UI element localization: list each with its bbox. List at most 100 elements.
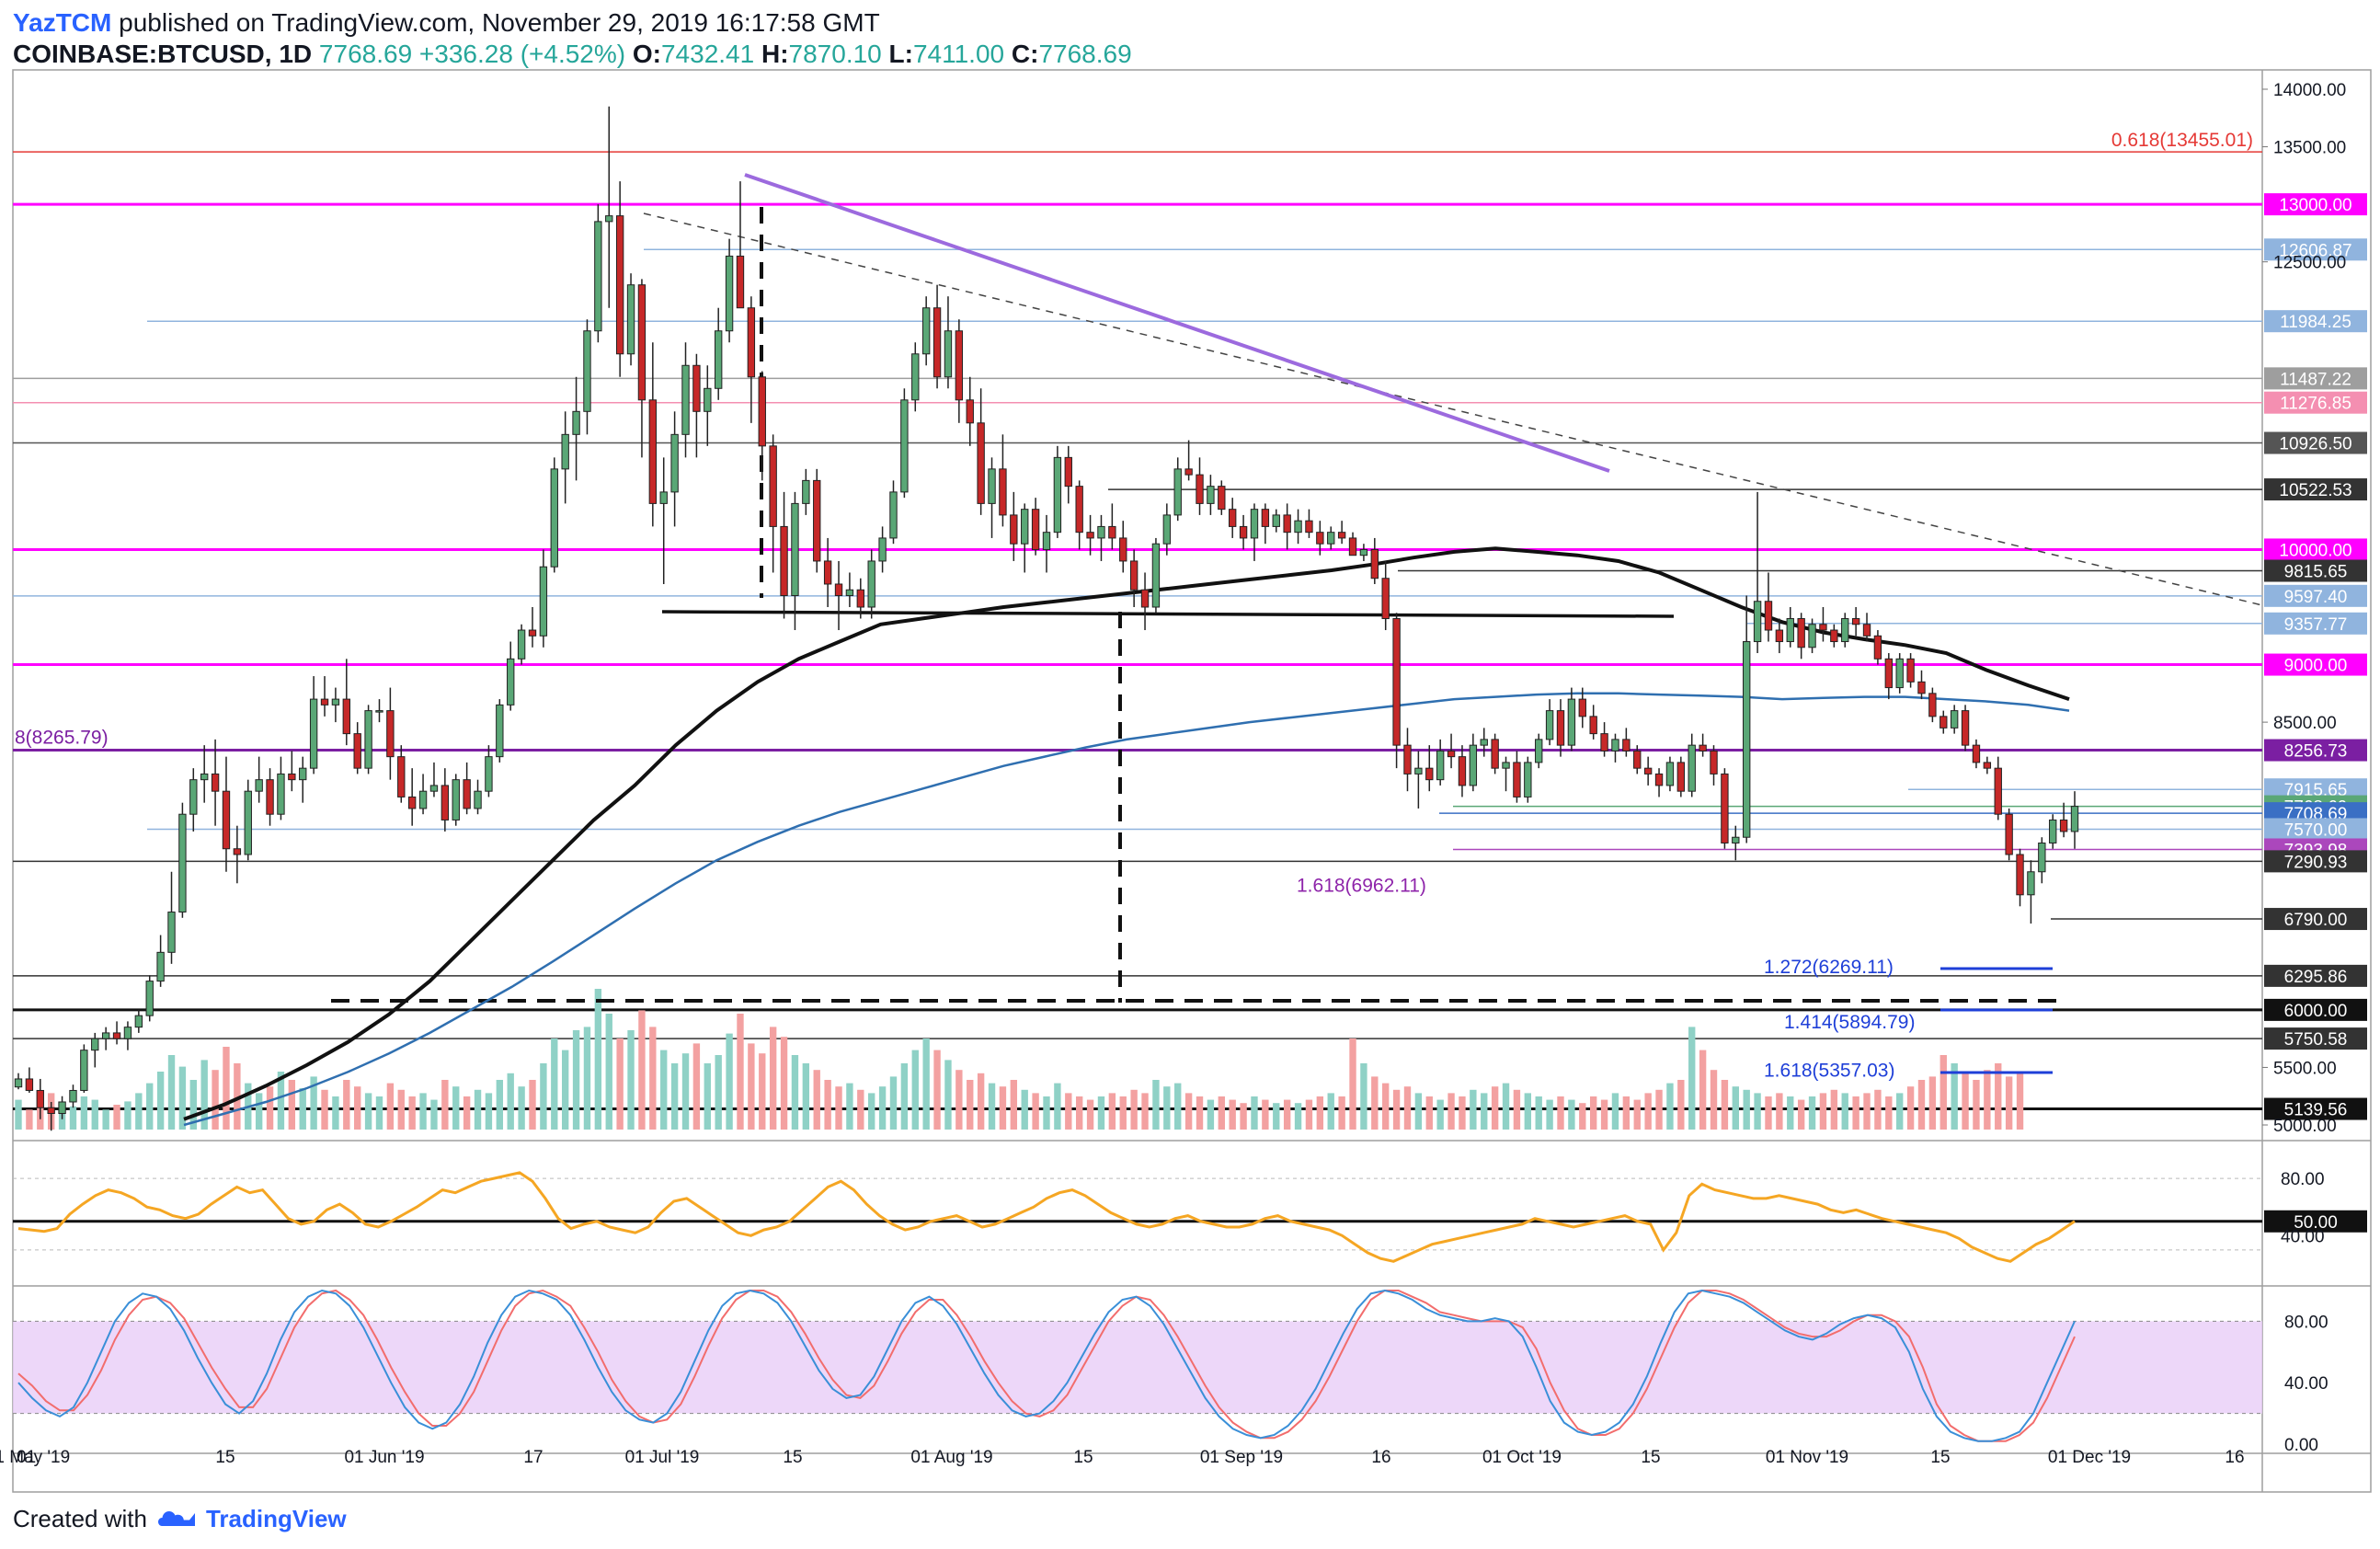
candle[interactable] [1021, 503, 1029, 573]
candle[interactable] [704, 365, 712, 446]
candle[interactable] [670, 411, 679, 527]
price-tag-3[interactable]: 11984.25 [2264, 310, 2367, 333]
candle[interactable] [1917, 670, 1926, 700]
candle[interactable] [528, 607, 537, 648]
candle[interactable] [1042, 514, 1051, 573]
candle[interactable] [1370, 537, 1379, 584]
price-tag-9[interactable]: 9815.65 [2264, 559, 2367, 582]
price-tag-6[interactable]: 10926.50 [2264, 431, 2367, 454]
candle[interactable] [1939, 710, 1948, 734]
candle[interactable] [1425, 745, 1434, 792]
candle[interactable] [583, 319, 591, 435]
candle[interactable] [1207, 475, 1215, 515]
candle[interactable] [1688, 733, 1696, 797]
candle[interactable] [1699, 733, 1707, 757]
candle[interactable] [1381, 560, 1390, 631]
candle[interactable] [1075, 480, 1083, 550]
candle[interactable] [856, 578, 864, 619]
candle[interactable] [517, 624, 526, 665]
candle[interactable] [123, 1021, 132, 1050]
candle[interactable] [1491, 733, 1499, 774]
candle[interactable] [1819, 607, 1827, 642]
candle[interactable] [802, 468, 810, 515]
candle[interactable] [1862, 613, 1871, 642]
candles[interactable] [14, 106, 2079, 1131]
candle[interactable] [966, 376, 974, 446]
candle[interactable] [474, 779, 482, 815]
candle[interactable] [626, 273, 635, 366]
time-axis[interactable]: 01 May '19 15 01 Jun '19 17 01 Jul '19 15 01 A… [0, 1448, 2245, 1467]
candle[interactable] [813, 468, 821, 573]
candle[interactable] [1173, 457, 1182, 522]
candle[interactable] [1928, 687, 1937, 723]
candle[interactable] [692, 353, 701, 458]
candle[interactable] [823, 537, 832, 607]
candle[interactable] [1633, 745, 1642, 774]
candle[interactable] [1556, 699, 1565, 757]
candle[interactable] [681, 342, 690, 458]
candle[interactable] [1502, 756, 1510, 792]
candle[interactable] [1348, 532, 1357, 556]
candle[interactable] [1775, 618, 1784, 654]
candle[interactable] [637, 279, 646, 458]
candle[interactable] [878, 526, 887, 573]
candle[interactable] [80, 1044, 88, 1093]
candle[interactable] [1732, 825, 1740, 861]
price-tag-4[interactable]: 11487.22 [2264, 367, 2367, 390]
candle[interactable] [233, 825, 242, 884]
candle[interactable] [1654, 768, 1664, 797]
candle[interactable] [1676, 756, 1686, 797]
candle[interactable] [1600, 722, 1608, 757]
candle[interactable] [1480, 728, 1488, 757]
candle[interactable] [1994, 756, 2002, 820]
symbol-interval[interactable]: COINBASE:BTCUSD, 1D [13, 40, 313, 68]
candle[interactable] [1184, 440, 1193, 481]
candle[interactable] [1983, 756, 1992, 774]
candle[interactable] [277, 756, 285, 820]
candle[interactable] [999, 434, 1007, 527]
candle[interactable] [2005, 808, 2013, 861]
candle[interactable] [429, 762, 439, 797]
candle[interactable] [145, 975, 154, 1022]
candle[interactable] [441, 768, 450, 832]
candle[interactable] [1097, 514, 1105, 561]
candle[interactable] [2027, 860, 2035, 924]
candle[interactable] [659, 457, 668, 584]
candle[interactable] [1721, 768, 1729, 849]
candle[interactable] [58, 1096, 66, 1119]
candle[interactable] [1458, 745, 1467, 797]
candle[interactable] [1283, 503, 1291, 550]
candle[interactable] [648, 342, 658, 527]
candle[interactable] [1359, 544, 1368, 561]
candle[interactable] [1108, 503, 1116, 550]
candle[interactable] [496, 699, 504, 763]
candle[interactable] [1305, 509, 1313, 538]
candle[interactable] [715, 307, 723, 400]
candle[interactable] [1524, 756, 1532, 803]
price-tag-8[interactable]: 10000.00 [2264, 538, 2367, 561]
candle[interactable] [1535, 733, 1543, 769]
price-tag-7[interactable]: 10522.53 [2264, 478, 2367, 501]
candle[interactable] [921, 296, 931, 366]
candle[interactable] [615, 181, 624, 377]
candle[interactable] [933, 284, 942, 389]
candle[interactable] [452, 774, 460, 826]
candle[interactable] [2070, 791, 2079, 849]
candle[interactable] [1250, 503, 1259, 561]
candle[interactable] [1010, 491, 1018, 561]
candle[interactable] [791, 491, 799, 631]
candle[interactable] [299, 756, 307, 803]
candle[interactable] [911, 342, 920, 412]
candle[interactable] [418, 774, 428, 815]
price-tag-21[interactable]: 6295.86 [2264, 964, 2367, 987]
candle[interactable] [1261, 503, 1270, 545]
candle[interactable] [463, 762, 471, 815]
candle[interactable] [867, 549, 875, 619]
candle[interactable] [1841, 613, 1849, 648]
candle[interactable] [780, 491, 788, 619]
candle[interactable] [1294, 509, 1302, 545]
candle[interactable] [266, 768, 274, 826]
candle[interactable] [507, 641, 515, 711]
price-tag-19[interactable]: 7290.93 [2264, 850, 2367, 873]
author-name[interactable]: YazTCM [13, 8, 112, 37]
